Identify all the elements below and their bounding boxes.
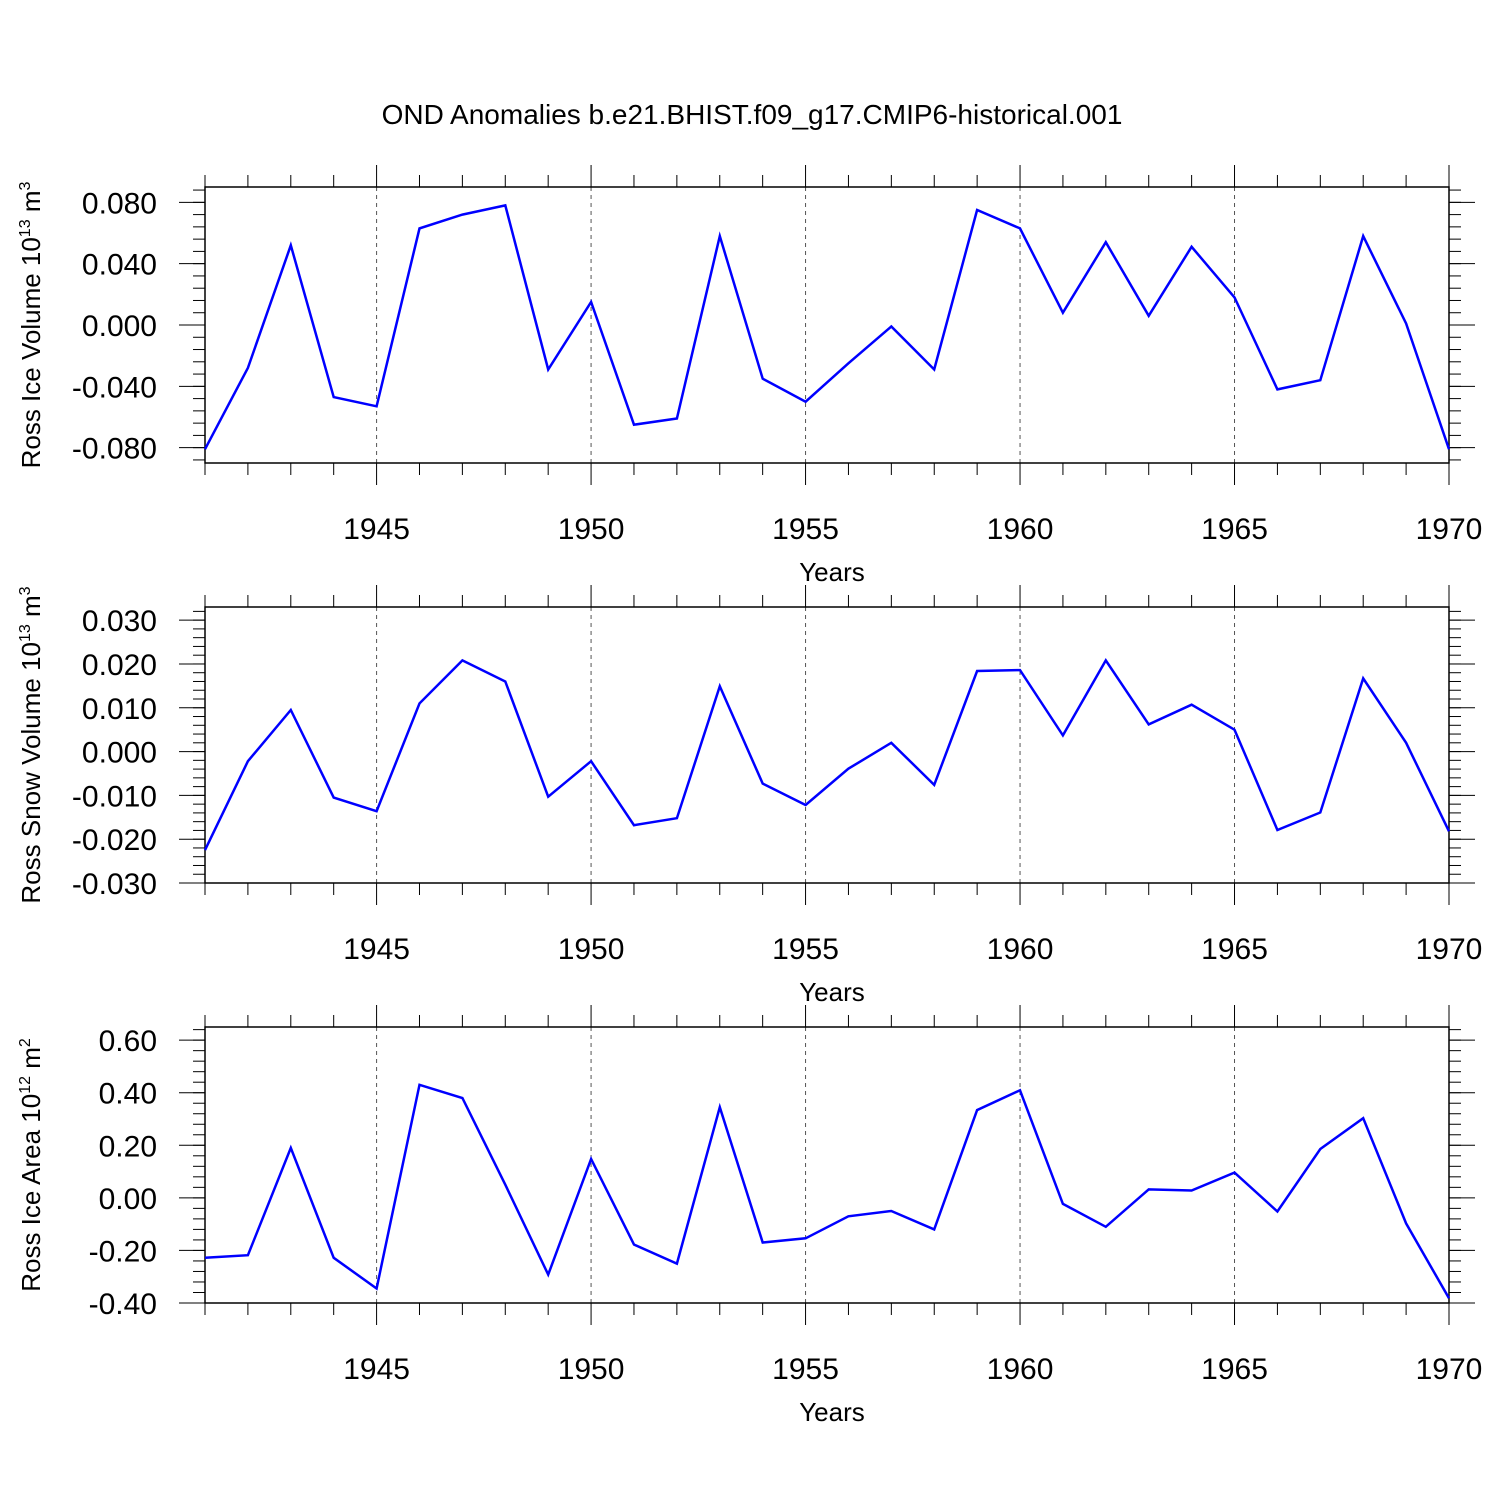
x-axis-label: Years (799, 977, 865, 1007)
x-tick-label: 1950 (558, 1353, 625, 1386)
x-tick-label: 1965 (1201, 933, 1268, 966)
x-tick-label: 1945 (343, 1353, 410, 1386)
y-axis-label: Ross Ice Volume 1013 m3 (16, 181, 46, 468)
y-tick-label: 0.000 (82, 737, 157, 770)
x-tick-label: 1955 (772, 1353, 839, 1386)
y-tick-label: -0.010 (72, 780, 157, 813)
y-tick-label: 0.080 (82, 187, 157, 220)
y-axis-label: Ross Ice Area 1012 m2 (16, 1038, 46, 1292)
panel-3: 1945 1950 1955 1960 1965 1970 Years -0.40 -0.20 0… (16, 1005, 1482, 1427)
y-tick-label: -0.40 (89, 1288, 157, 1321)
y-tick-label: 0.020 (82, 649, 157, 682)
x-tick-label: 1970 (1416, 1353, 1483, 1386)
x-tick-label: 1970 (1416, 933, 1483, 966)
y-tick-label: 0.010 (82, 693, 157, 726)
y-tick-label: -0.080 (72, 433, 157, 466)
y-axis-label: Ross Snow Volume 1013 m3 (16, 586, 46, 903)
x-tick-label: 1950 (558, 513, 625, 546)
x-tick-label: 1965 (1201, 1353, 1268, 1386)
y-tick-label: 0.60 (99, 1025, 157, 1058)
y-tick-label: -0.030 (72, 868, 157, 901)
x-axis-label: Years (799, 1397, 865, 1427)
y-tick-label: 0.20 (99, 1130, 157, 1163)
panels: 1945 1950 1955 1960 1965 1970 Years -0.080 -0.04… (16, 165, 1482, 1427)
y-tick-label: 0.40 (99, 1078, 157, 1111)
x-axis-label: Years (799, 557, 865, 587)
x-tick-label: 1955 (772, 933, 839, 966)
y-tick-label: 0.030 (82, 605, 157, 638)
y-tick-label: 0.00 (99, 1183, 157, 1216)
x-tick-label: 1960 (987, 933, 1054, 966)
x-tick-label: 1960 (987, 513, 1054, 546)
chart-title: OND Anomalies b.e21.BHIST.f09_g17.CMIP6-… (382, 99, 1123, 130)
x-tick-label: 1960 (987, 1353, 1054, 1386)
y-tick-label: 0.000 (82, 310, 157, 343)
plot-frame (204, 1026, 1450, 1304)
series-line (204, 1083, 1451, 1299)
y-tick-label: -0.040 (72, 371, 157, 404)
y-tick-label: 0.040 (82, 249, 157, 282)
x-tick-label: 1965 (1201, 513, 1268, 546)
x-tick-label: 1955 (772, 513, 839, 546)
series-line (203, 203, 1451, 450)
x-tick-label: 1950 (558, 933, 625, 966)
panel-2: 1945 1950 1955 1960 1965 1970 Years -0.030 -0.02… (16, 585, 1482, 1007)
plot-frame (204, 186, 1450, 464)
y-tick-label: -0.20 (89, 1235, 157, 1268)
y-tick-label: -0.020 (72, 824, 157, 857)
panel-1: 1945 1950 1955 1960 1965 1970 Years -0.080 -0.04… (16, 165, 1482, 587)
x-tick-label: 1945 (343, 513, 410, 546)
x-tick-label: 1945 (343, 933, 410, 966)
plot-frame (204, 606, 1450, 884)
series-line (203, 658, 1451, 851)
x-tick-label: 1970 (1416, 513, 1483, 546)
